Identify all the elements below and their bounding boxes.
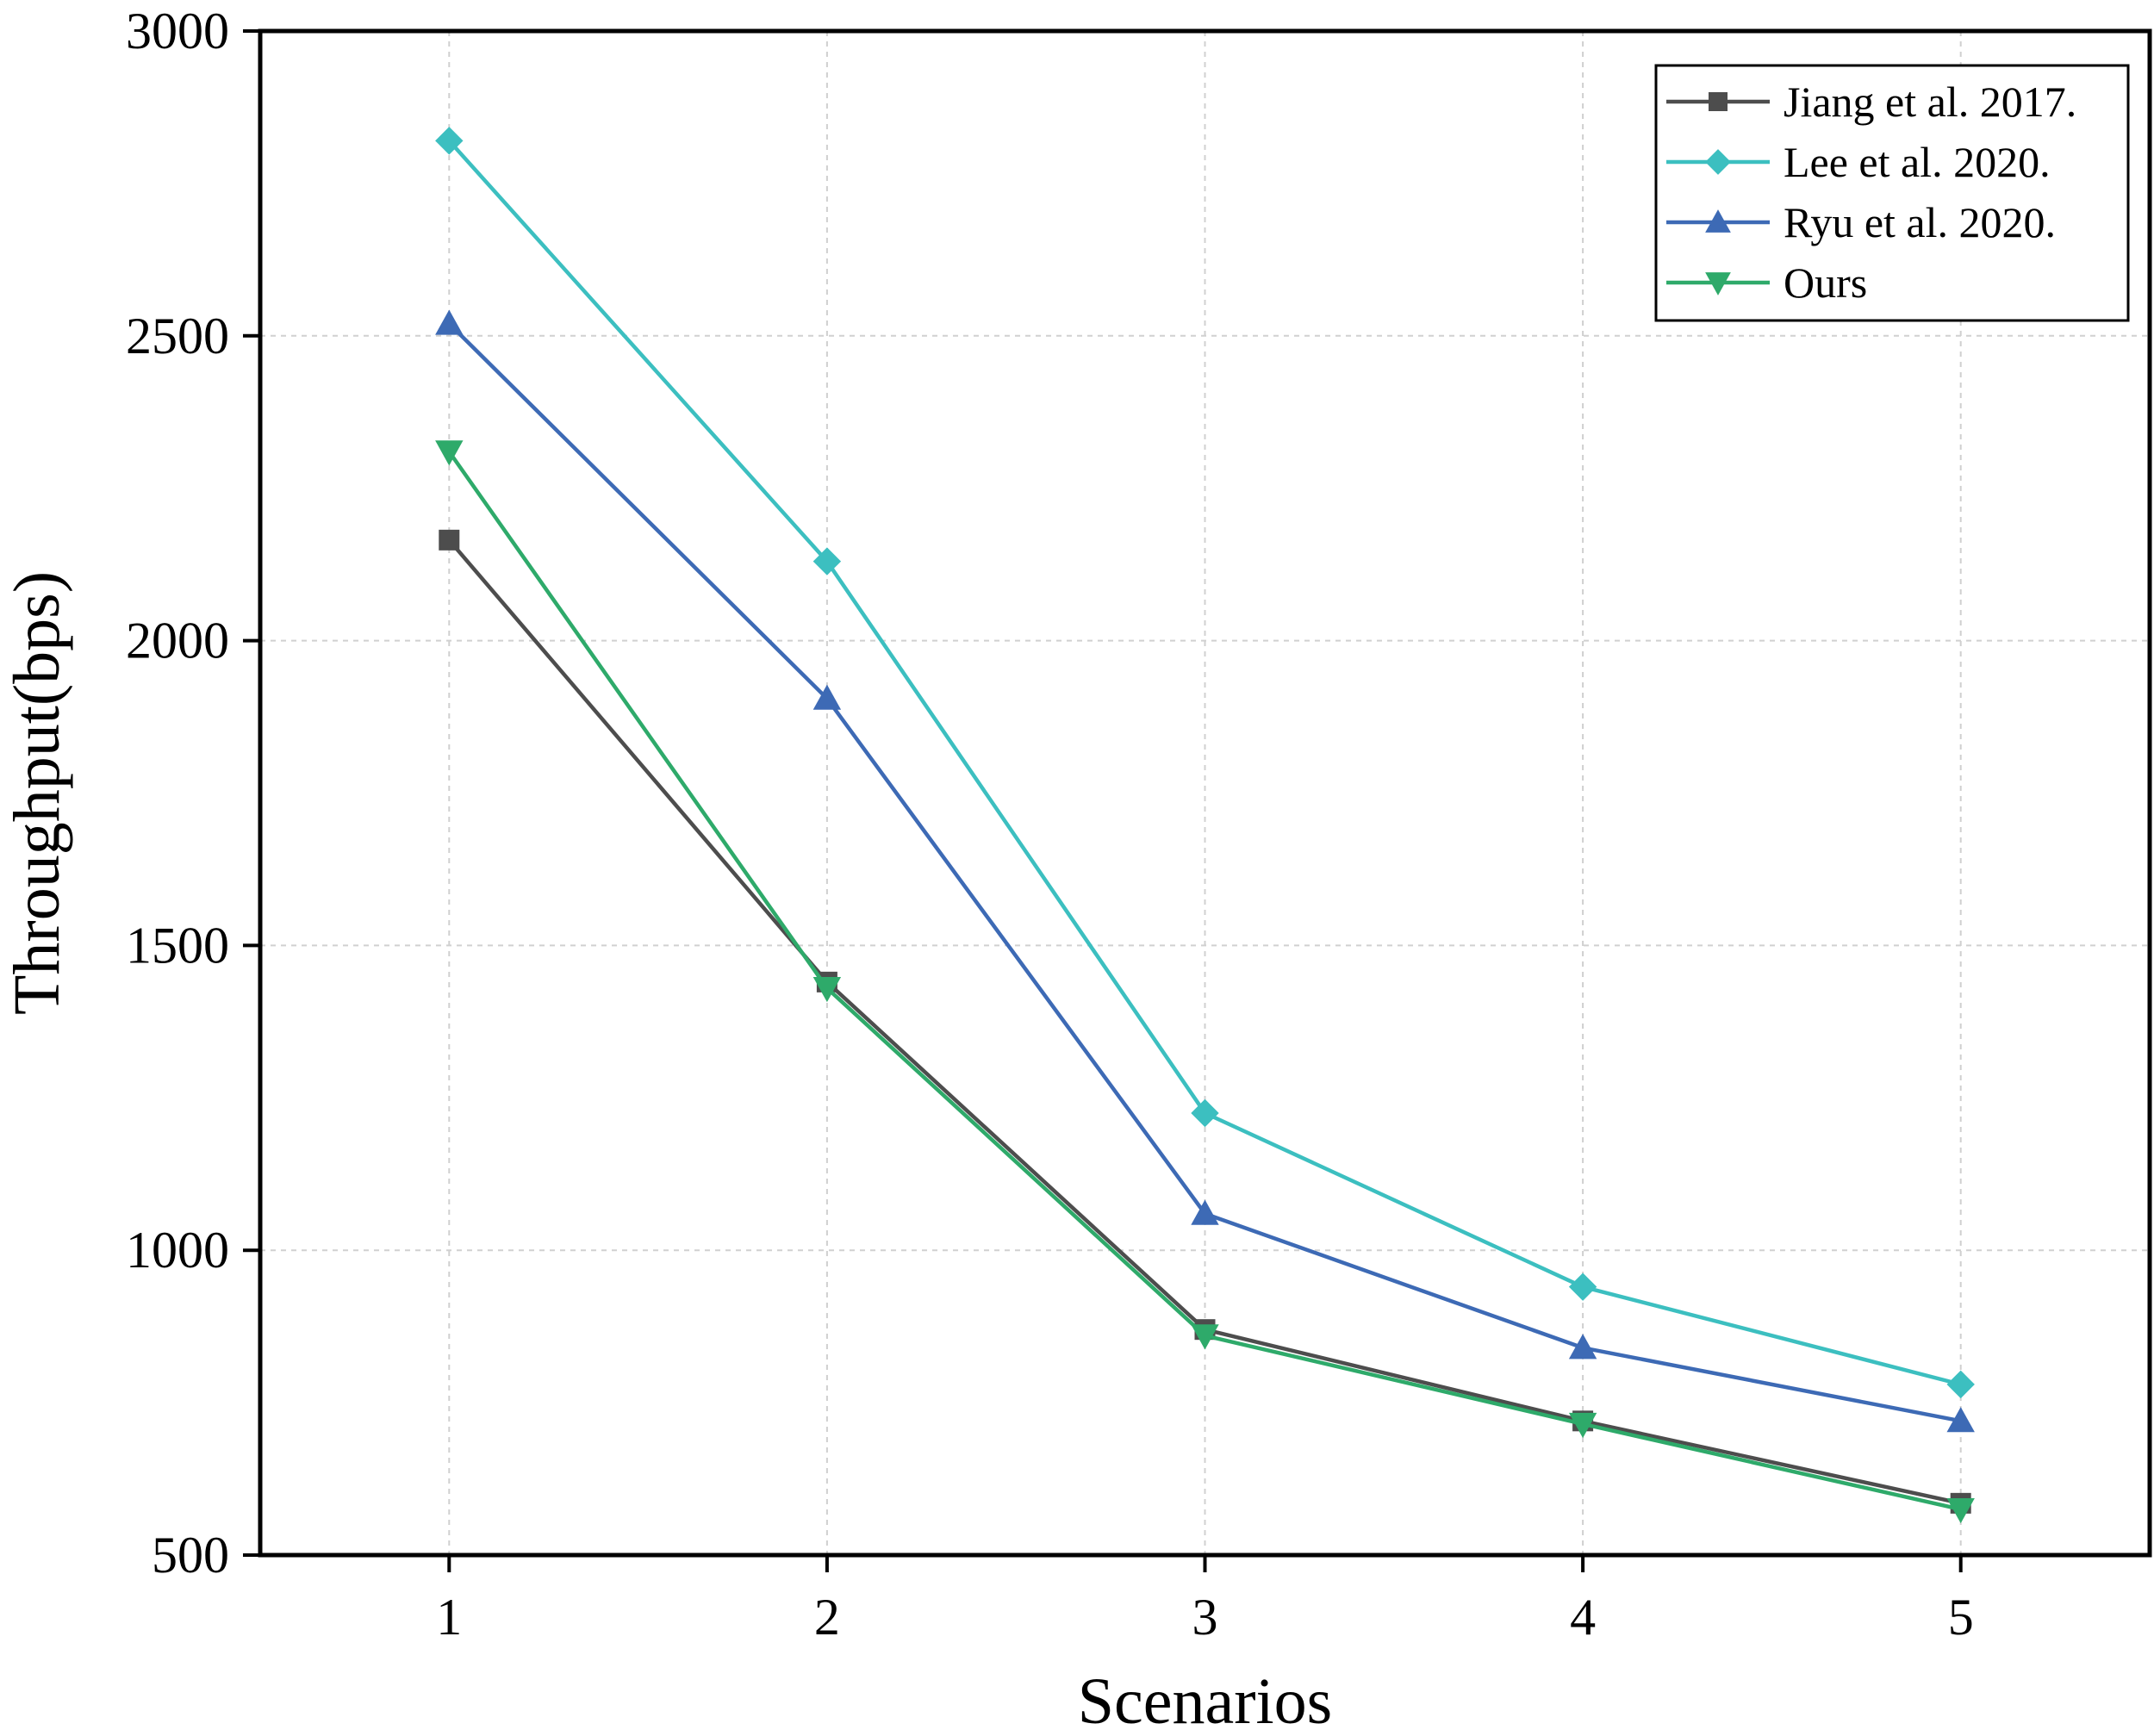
data-point [435, 127, 464, 155]
series-2 [435, 127, 1975, 1399]
legend-item: Ryu et al. 2020. [1666, 198, 2056, 246]
legend-marker [1709, 92, 1728, 111]
data-point [1568, 1272, 1597, 1301]
y-tick-label: 500 [152, 1527, 229, 1584]
data-point [1191, 1199, 1219, 1225]
series-layer [435, 127, 1975, 1524]
legend-item: Ours [1666, 258, 1867, 307]
y-tick-labels: 500 1000 1500 2000 2500 3000 [126, 3, 229, 1584]
y-tick-label: 1000 [126, 1222, 229, 1279]
data-point [1568, 1334, 1597, 1360]
series-4 [435, 440, 1975, 1524]
x-tick-labels: 1 2 3 4 5 [436, 1589, 1973, 1646]
data-point [435, 440, 464, 466]
legend: Jiang et al. 2017. Lee et al. 2020. Ryu et… [1654, 64, 2130, 322]
x-tick-label: 4 [1570, 1589, 1596, 1646]
data-point [1191, 1098, 1219, 1128]
legend-marker [1705, 209, 1731, 233]
legend-item: Lee et al. 2020. [1666, 138, 2051, 186]
data-point [1568, 1412, 1597, 1439]
series-3 [435, 309, 1975, 1433]
y-axis-title: Throughput(bps) [1, 571, 73, 1015]
y-tick-label: 1500 [126, 917, 229, 974]
legend-marker [1705, 272, 1731, 296]
y-tick-label: 2000 [126, 613, 229, 669]
x-axis-title: Scenarios [1078, 1665, 1332, 1736]
data-point [1191, 1324, 1219, 1350]
x-tick-label: 2 [814, 1589, 840, 1646]
data-point [1946, 1407, 1975, 1433]
data-point [812, 547, 842, 576]
legend-label: Ryu et al. 2020. [1784, 198, 2056, 246]
y-tick-label: 2500 [126, 308, 229, 364]
grid [260, 31, 2150, 1555]
data-point [439, 529, 460, 551]
data-point [812, 976, 842, 1003]
data-point [1946, 1497, 1975, 1524]
legend-label: Jiang et al. 2017. [1784, 78, 2076, 126]
y-tick-label: 3000 [126, 3, 229, 59]
legend-marker [1705, 149, 1731, 175]
legend-label: Lee et al. 2020. [1784, 138, 2051, 186]
axis-ticks [243, 29, 1963, 1572]
legend-item: Jiang et al. 2017. [1666, 78, 2076, 126]
legend-label: Ours [1784, 258, 1867, 307]
x-tick-label: 3 [1192, 1589, 1218, 1646]
x-tick-label: 1 [436, 1589, 462, 1646]
data-point [435, 309, 464, 335]
x-tick-label: 5 [1948, 1589, 1974, 1646]
legend-box [1654, 64, 2130, 322]
data-point [812, 684, 842, 710]
data-point [1946, 1370, 1975, 1399]
